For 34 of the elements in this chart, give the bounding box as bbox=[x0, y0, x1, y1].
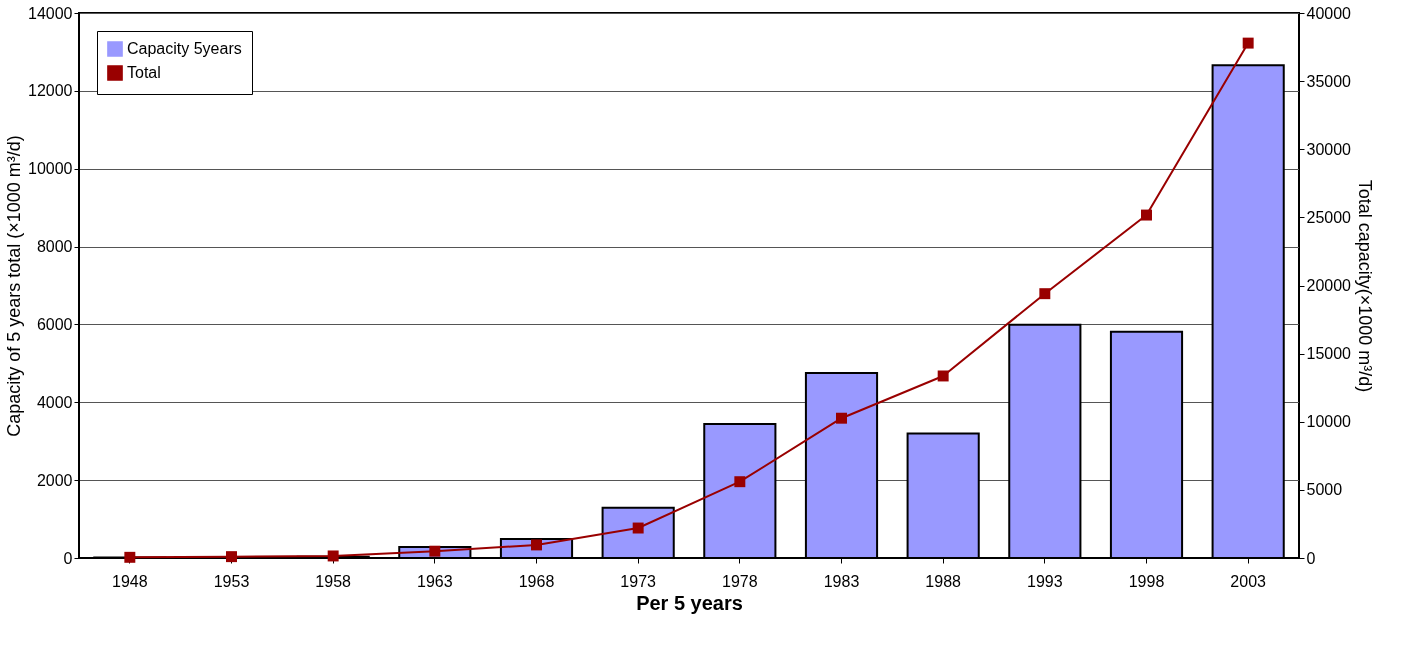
y-tick-label: 4000 bbox=[36, 393, 73, 411]
x-tick-label: 1993 bbox=[1027, 572, 1063, 590]
y2-tick-label: 0 bbox=[1306, 549, 1316, 567]
y2-tick-label: 5000 bbox=[1306, 481, 1343, 499]
x-tick-label: 1948 bbox=[112, 572, 148, 590]
x-tick-label: 1998 bbox=[1128, 572, 1165, 590]
x-tick-label: 1988 bbox=[925, 572, 962, 590]
y-tick-label: 6000 bbox=[36, 315, 73, 333]
y2-tick-label: 25000 bbox=[1306, 208, 1352, 226]
y-axis-title: Capacity of 5 years total (×1000 m³/d) bbox=[4, 135, 25, 437]
x-tick-label: 1983 bbox=[823, 572, 860, 590]
y2-tick-label: 40000 bbox=[1306, 4, 1352, 22]
legend-label: Capacity 5years bbox=[127, 40, 242, 57]
x-tick-label: 1958 bbox=[315, 572, 352, 590]
legend-label: Total bbox=[127, 64, 161, 81]
y2-tick-label: 30000 bbox=[1306, 140, 1352, 158]
y2-tick-label: 10000 bbox=[1306, 413, 1352, 431]
y-tick-label: 10000 bbox=[28, 160, 73, 178]
x-tick-label: 1978 bbox=[722, 572, 758, 590]
y-tick-label: 0 bbox=[63, 549, 73, 567]
y-tick-label: 8000 bbox=[36, 238, 73, 256]
y2-axis-title: Total capacity(×1000 m³/d) bbox=[1354, 179, 1375, 393]
x-tick-label: 2003 bbox=[1230, 572, 1267, 590]
x-tick-label: 1968 bbox=[518, 572, 555, 590]
x-tick-label: 1953 bbox=[213, 572, 250, 590]
y-tick-label: 12000 bbox=[28, 82, 73, 100]
y-tick-label: 2000 bbox=[36, 471, 73, 489]
x-axis-title: Per 5 years bbox=[636, 591, 743, 614]
y2-tick-label: 15000 bbox=[1306, 345, 1352, 363]
x-tick-label: 1973 bbox=[620, 572, 657, 590]
y2-tick-label: 20000 bbox=[1306, 277, 1352, 294]
x-tick-label: 1963 bbox=[417, 572, 453, 590]
y2-tick-label: 35000 bbox=[1306, 72, 1352, 90]
y-tick-label: 14000 bbox=[28, 4, 73, 22]
